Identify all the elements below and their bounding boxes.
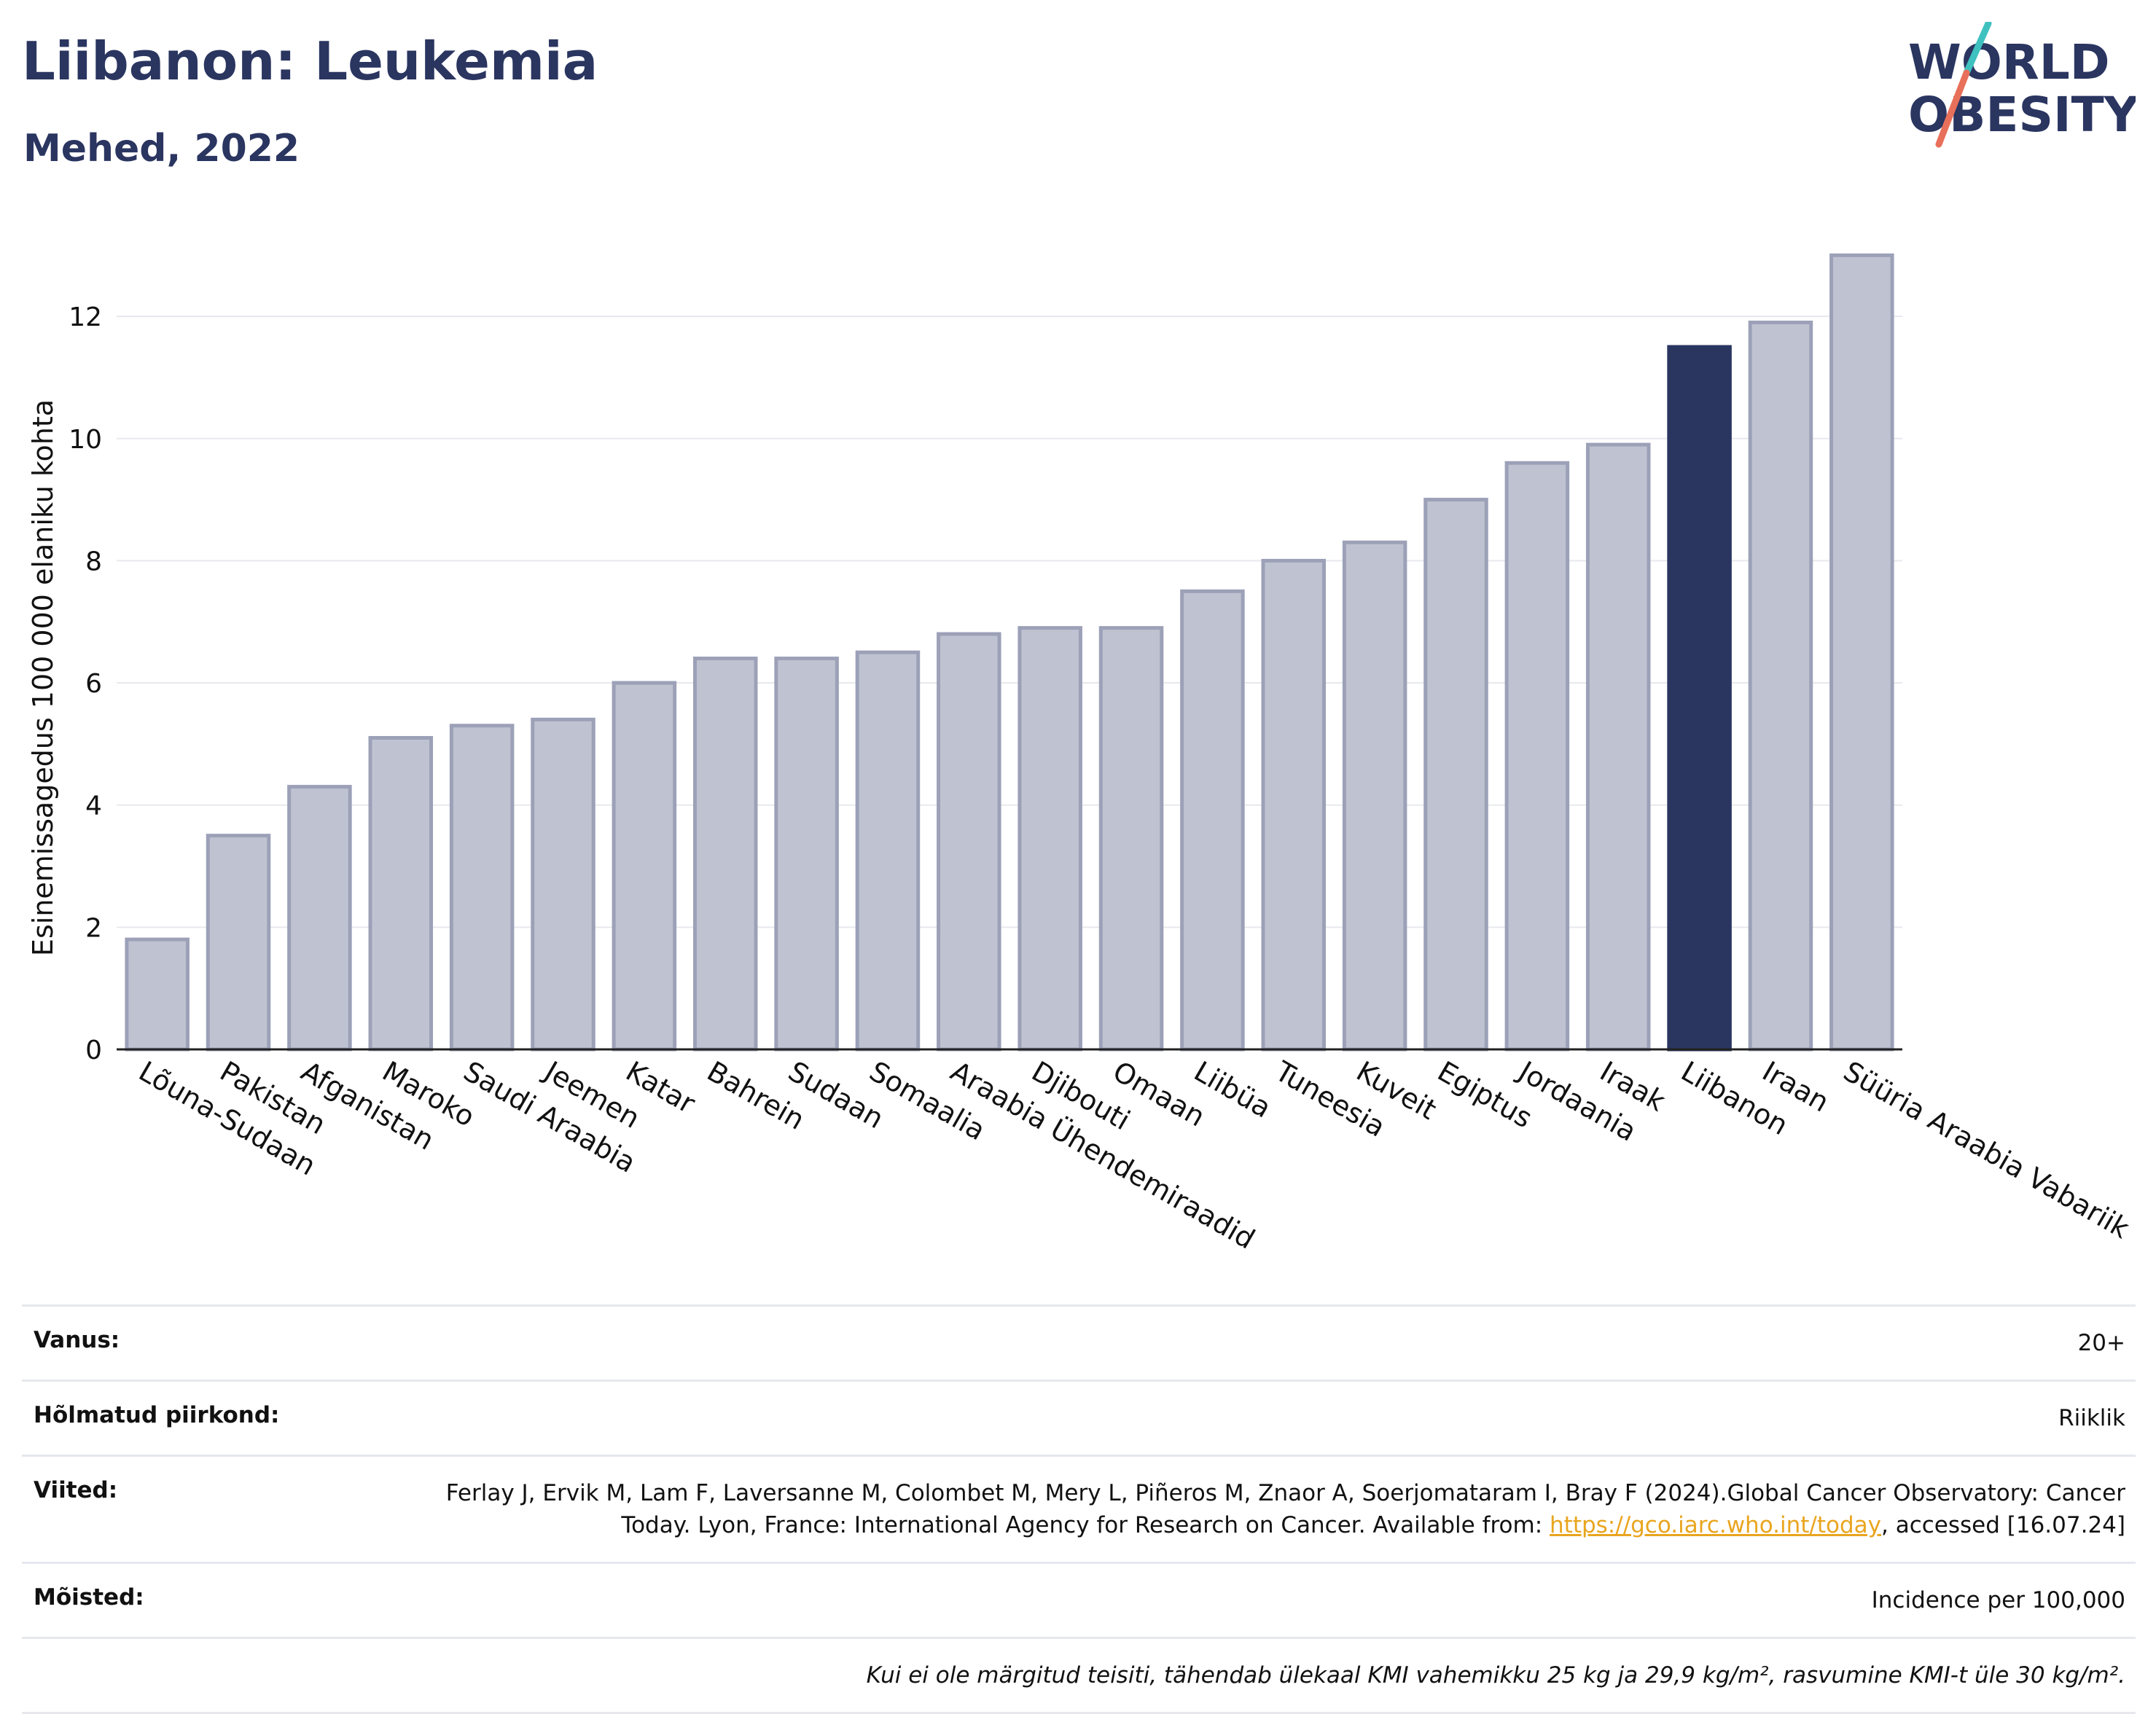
references-tail: , accessed [16.07.24]	[1880, 1512, 2125, 1538]
bar-katar	[612, 681, 677, 1052]
bar-tuneesia	[1261, 558, 1327, 1052]
x-tick-label: Süüria Araabia Vabariik	[1838, 1055, 2135, 1245]
info-row-definitions: Mõisted: Incidence per 100,000	[22, 1562, 2136, 1637]
y-axis-ticks: 0 2 4 6 8 10 12	[69, 302, 102, 1065]
references-text: Ferlay J, Ervik M, Lam F, Laversanne M, …	[445, 1480, 2125, 1538]
bar-somaalia	[855, 650, 921, 1052]
bar-bahrein	[692, 657, 758, 1052]
bar-chart: 0 2 4 6 8 10 12 Lõuna-SudaanPakistanAfganistan…	[27, 253, 2135, 1256]
definitions-value: Incidence per 100,000	[1871, 1587, 2125, 1613]
info-row-note: Kui ei ole märgitud teisiti, tähendab ül…	[22, 1637, 2136, 1714]
bar-djibouti	[1018, 626, 1082, 1052]
references-label: Viited:	[34, 1477, 118, 1503]
bar-egiptus	[1423, 498, 1488, 1052]
bar-liibanon	[1667, 345, 1732, 1052]
chart-title: Liibanon: Leukemia	[22, 31, 598, 92]
y-tick-label: 10	[69, 425, 102, 455]
references-link[interactable]: https://gco.iarc.who.int/today	[1550, 1512, 1881, 1538]
bar-jordaania	[1504, 461, 1570, 1052]
logo-slash-coral	[1935, 69, 1970, 148]
bars	[125, 253, 1894, 1052]
region-label: Hõlmatud piirkond:	[34, 1402, 280, 1428]
y-tick-label: 6	[85, 669, 102, 699]
logo-slash-teal	[1963, 22, 1992, 77]
bar-jeemen	[531, 717, 595, 1052]
bar-omaan	[1098, 626, 1164, 1052]
bar-araabia-ühendemiraadid	[937, 632, 1001, 1052]
age-label: Vanus:	[34, 1327, 120, 1353]
age-value: 20+	[2077, 1330, 2125, 1356]
y-tick-label: 12	[69, 302, 102, 332]
bar-lõuna-sudaan	[125, 937, 190, 1052]
region-value: Riiklik	[2058, 1405, 2125, 1431]
y-tick-label: 4	[85, 791, 102, 821]
y-tick-label: 2	[85, 913, 102, 943]
y-axis-label: Esinemissagedus 100 000 elaniku kohta	[27, 399, 59, 956]
bar-afganistan	[287, 785, 352, 1052]
bmi-note: Kui ei ole märgitud teisiti, tähendab ül…	[866, 1662, 2125, 1688]
y-tick-label: 8	[85, 547, 102, 576]
bar-liibüa	[1180, 589, 1245, 1052]
bar-kuveit	[1342, 540, 1407, 1052]
bar-maroko	[368, 736, 434, 1052]
chart-subtitle: Mehed, 2022	[23, 127, 300, 171]
bar-pakistan	[206, 834, 271, 1052]
bar-sudaan	[774, 657, 839, 1052]
world-obesity-logo: WORLD OBESITY	[1908, 22, 2136, 148]
x-axis-labels: Lõuna-SudaanPakistanAfganistanMarokoSaud…	[133, 1054, 2135, 1256]
bar-saudi-araabia	[449, 724, 515, 1052]
info-row-age: Vanus: 20+	[22, 1304, 2136, 1380]
y-tick-label: 0	[85, 1036, 102, 1065]
bar-süüria-araabia-vabariik	[1829, 253, 1894, 1052]
references-value: Ferlay J, Ervik M, Lam F, Laversanne M, …	[413, 1477, 2125, 1541]
info-table: Vanus: 20+ Hõlmatud piirkond: Riiklik Vi…	[22, 1304, 2136, 1714]
info-row-references: Viited: Ferlay J, Ervik M, Lam F, Lavers…	[22, 1455, 2136, 1562]
info-row-region: Hõlmatud piirkond: Riiklik	[22, 1380, 2136, 1455]
logo-text-world: WORLD	[1908, 34, 2110, 90]
bar-iraan	[1748, 321, 1813, 1052]
definitions-label: Mõisted:	[34, 1584, 144, 1611]
bar-iraak	[1585, 442, 1651, 1052]
